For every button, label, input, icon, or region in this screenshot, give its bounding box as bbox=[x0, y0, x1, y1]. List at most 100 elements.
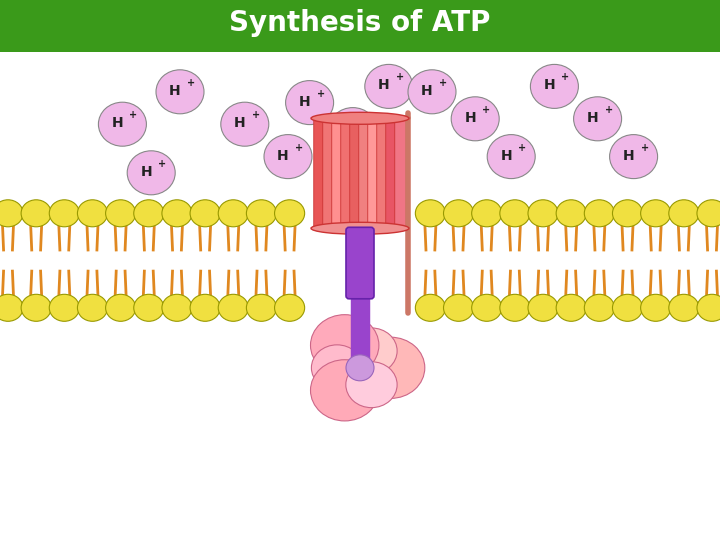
Ellipse shape bbox=[444, 294, 474, 321]
Ellipse shape bbox=[528, 294, 558, 321]
Ellipse shape bbox=[221, 102, 269, 146]
Ellipse shape bbox=[641, 200, 671, 227]
Ellipse shape bbox=[697, 294, 720, 321]
Ellipse shape bbox=[21, 200, 51, 227]
Text: +: + bbox=[562, 72, 570, 83]
Ellipse shape bbox=[585, 294, 614, 321]
Ellipse shape bbox=[49, 294, 79, 321]
Text: H: H bbox=[140, 165, 152, 179]
Ellipse shape bbox=[190, 294, 220, 321]
Text: H: H bbox=[587, 111, 598, 125]
Ellipse shape bbox=[669, 294, 699, 321]
Ellipse shape bbox=[218, 294, 248, 321]
Text: H: H bbox=[299, 94, 310, 109]
Ellipse shape bbox=[408, 70, 456, 114]
Ellipse shape bbox=[99, 102, 146, 146]
Ellipse shape bbox=[246, 200, 276, 227]
Text: Synthesis of ATP: Synthesis of ATP bbox=[229, 9, 491, 37]
Ellipse shape bbox=[162, 294, 192, 321]
Ellipse shape bbox=[585, 200, 614, 227]
Ellipse shape bbox=[669, 200, 699, 227]
FancyBboxPatch shape bbox=[341, 117, 352, 230]
Ellipse shape bbox=[365, 64, 413, 109]
Text: H: H bbox=[544, 78, 555, 92]
Text: +: + bbox=[317, 89, 325, 99]
FancyBboxPatch shape bbox=[368, 117, 379, 230]
Ellipse shape bbox=[246, 294, 276, 321]
Text: +: + bbox=[295, 143, 303, 153]
FancyBboxPatch shape bbox=[314, 117, 325, 230]
Ellipse shape bbox=[613, 200, 642, 227]
Ellipse shape bbox=[78, 200, 107, 227]
Ellipse shape bbox=[346, 328, 397, 374]
FancyBboxPatch shape bbox=[323, 117, 334, 230]
FancyBboxPatch shape bbox=[359, 117, 370, 230]
Ellipse shape bbox=[127, 151, 175, 195]
Ellipse shape bbox=[0, 200, 23, 227]
Text: H: H bbox=[464, 111, 476, 125]
Ellipse shape bbox=[574, 97, 621, 141]
Ellipse shape bbox=[78, 294, 107, 321]
Text: H: H bbox=[277, 148, 289, 163]
Ellipse shape bbox=[274, 294, 305, 321]
Ellipse shape bbox=[49, 200, 79, 227]
Ellipse shape bbox=[21, 294, 51, 321]
Ellipse shape bbox=[451, 97, 499, 141]
Text: +: + bbox=[605, 105, 613, 115]
Ellipse shape bbox=[264, 134, 312, 179]
Text: H: H bbox=[500, 148, 512, 163]
Ellipse shape bbox=[312, 345, 363, 391]
FancyBboxPatch shape bbox=[332, 117, 343, 230]
Text: +: + bbox=[130, 110, 138, 120]
Ellipse shape bbox=[444, 200, 474, 227]
Ellipse shape bbox=[274, 200, 305, 227]
Ellipse shape bbox=[641, 294, 671, 321]
Ellipse shape bbox=[0, 294, 23, 321]
Ellipse shape bbox=[500, 200, 530, 227]
Bar bbox=[0, 0, 720, 52]
Ellipse shape bbox=[487, 134, 535, 179]
Ellipse shape bbox=[346, 362, 397, 408]
Ellipse shape bbox=[556, 200, 586, 227]
Text: H: H bbox=[378, 78, 390, 92]
Ellipse shape bbox=[106, 200, 135, 227]
Ellipse shape bbox=[310, 360, 379, 421]
Ellipse shape bbox=[106, 294, 135, 321]
Text: H: H bbox=[421, 84, 433, 98]
Ellipse shape bbox=[329, 107, 377, 152]
Ellipse shape bbox=[134, 294, 164, 321]
Ellipse shape bbox=[610, 134, 657, 179]
FancyBboxPatch shape bbox=[386, 117, 397, 230]
Ellipse shape bbox=[218, 200, 248, 227]
Ellipse shape bbox=[697, 200, 720, 227]
Ellipse shape bbox=[415, 294, 446, 321]
Ellipse shape bbox=[311, 222, 409, 234]
Ellipse shape bbox=[500, 294, 530, 321]
Text: H: H bbox=[623, 148, 634, 163]
Ellipse shape bbox=[286, 80, 333, 125]
Ellipse shape bbox=[156, 70, 204, 114]
Text: +: + bbox=[187, 78, 195, 88]
FancyBboxPatch shape bbox=[395, 117, 406, 230]
Ellipse shape bbox=[415, 200, 446, 227]
Ellipse shape bbox=[531, 64, 578, 109]
Ellipse shape bbox=[311, 112, 409, 124]
Text: +: + bbox=[482, 105, 490, 115]
Text: +: + bbox=[518, 143, 526, 153]
FancyBboxPatch shape bbox=[377, 117, 388, 230]
FancyBboxPatch shape bbox=[346, 227, 374, 299]
Text: H: H bbox=[169, 84, 181, 98]
Text: +: + bbox=[439, 78, 447, 88]
Ellipse shape bbox=[162, 200, 192, 227]
Text: H: H bbox=[234, 116, 246, 130]
Ellipse shape bbox=[556, 294, 586, 321]
Text: H: H bbox=[342, 122, 354, 136]
Ellipse shape bbox=[472, 294, 502, 321]
Text: +: + bbox=[252, 110, 260, 120]
Text: H: H bbox=[112, 116, 123, 130]
Ellipse shape bbox=[356, 337, 425, 399]
Ellipse shape bbox=[528, 200, 558, 227]
Text: +: + bbox=[641, 143, 649, 153]
Ellipse shape bbox=[613, 294, 642, 321]
Text: +: + bbox=[360, 116, 368, 126]
